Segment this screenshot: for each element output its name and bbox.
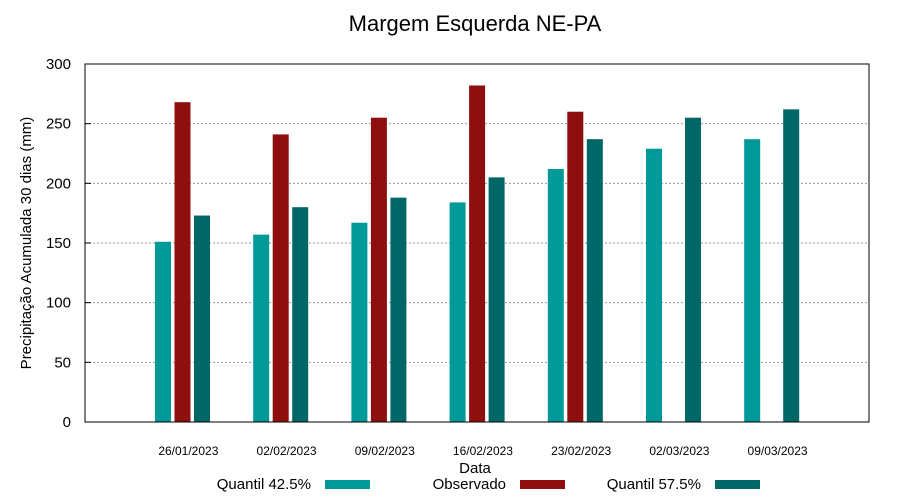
x-tick-label: 02/03/2023 xyxy=(649,444,709,458)
legend-label: Quantil 42.5% xyxy=(217,476,311,493)
bar xyxy=(155,241,171,422)
x-tick-label: 16/02/2023 xyxy=(453,444,513,458)
y-tick-label: 300 xyxy=(46,56,71,73)
x-tick-label: 02/02/2023 xyxy=(257,444,317,458)
y-tick-label: 50 xyxy=(54,354,71,371)
y-axis-ticks: 0 50 100 150 200 250 300 xyxy=(46,56,91,431)
bars xyxy=(155,85,800,422)
legend-label: Quantil 57.5% xyxy=(607,476,701,493)
bar xyxy=(744,139,761,422)
chart-title: Margem Esquerda NE-PA xyxy=(349,11,602,36)
legend-swatch xyxy=(715,480,760,489)
x-tick-label: 23/02/2023 xyxy=(551,444,611,458)
x-tick-label: 26/01/2023 xyxy=(158,444,218,458)
bar xyxy=(390,197,407,422)
legend: Quantil 42.5% Observado Quantil 57.5% xyxy=(217,476,760,493)
bar xyxy=(488,177,505,422)
bar xyxy=(547,169,564,422)
y-tick-label: 100 xyxy=(46,295,71,312)
bar xyxy=(586,139,603,422)
bar xyxy=(449,202,466,422)
legend-swatch xyxy=(520,480,565,489)
y-tick-label: 0 xyxy=(63,414,71,431)
bar xyxy=(292,207,309,422)
bar xyxy=(646,148,662,422)
bar xyxy=(351,222,368,422)
x-tick-label: 09/02/2023 xyxy=(355,444,415,458)
legend-label: Observado xyxy=(433,476,506,493)
y-tick-label: 150 xyxy=(46,235,71,252)
legend-swatch xyxy=(325,480,370,489)
bar xyxy=(194,215,210,422)
bar xyxy=(685,117,701,422)
y-axis-label: Precipitação Acumulada 30 dias (mm) xyxy=(18,117,35,370)
bar xyxy=(783,109,800,422)
bar xyxy=(469,85,486,422)
bar xyxy=(253,234,270,422)
x-tick-label: 09/03/2023 xyxy=(748,444,808,458)
y-tick-label: 250 xyxy=(46,116,71,133)
x-axis-label: Data xyxy=(459,460,491,477)
bar xyxy=(272,134,289,422)
x-axis-ticks: 26/01/2023 02/02/2023 09/02/2023 16/02/2023… xyxy=(158,444,808,458)
y-tick-label: 200 xyxy=(46,175,71,192)
bar xyxy=(567,111,584,422)
bar xyxy=(174,102,191,422)
bar xyxy=(370,117,387,422)
